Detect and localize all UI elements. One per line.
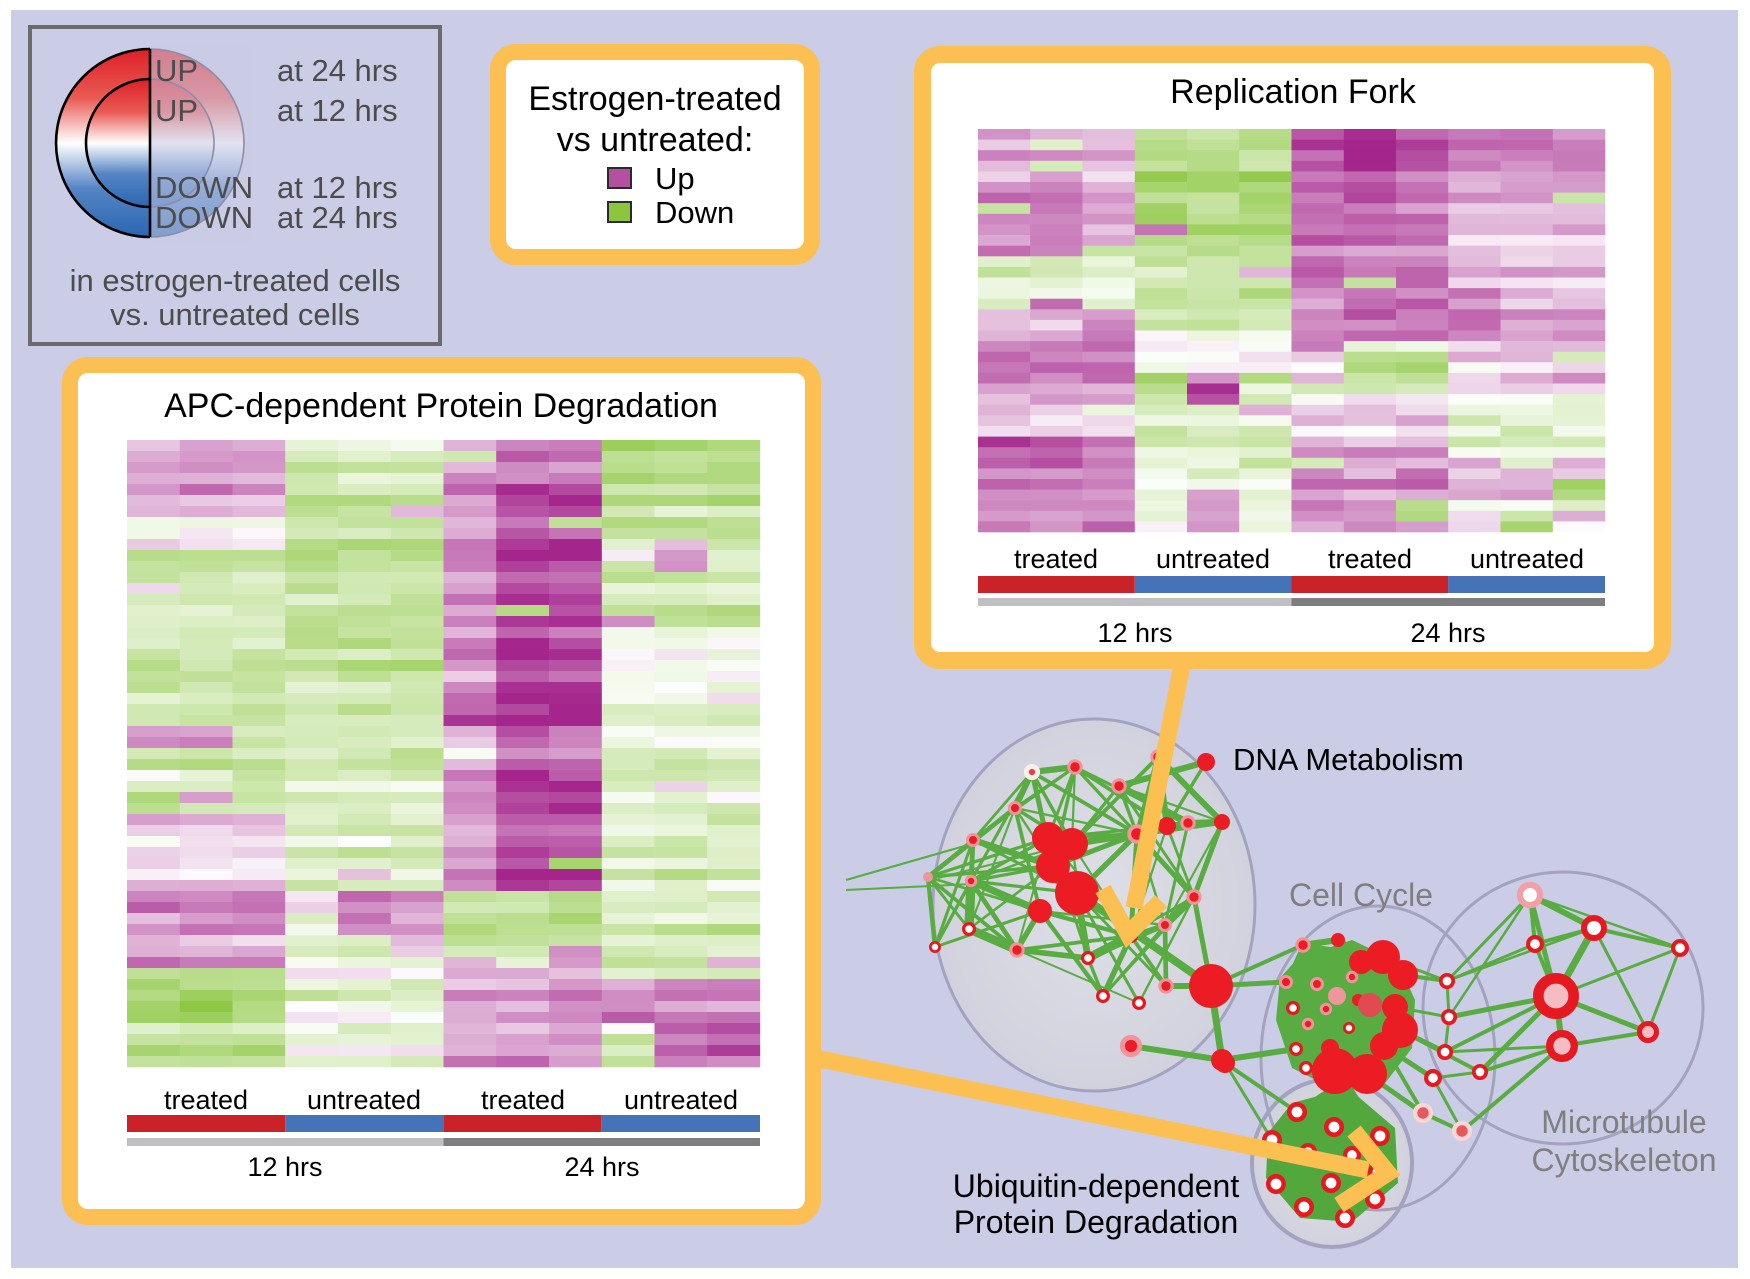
svg-text:treated: treated xyxy=(164,1085,248,1115)
svg-text:at 12 hrs: at 12 hrs xyxy=(277,93,398,128)
svg-text:treated: treated xyxy=(481,1085,565,1115)
svg-text:DNA Metabolism: DNA Metabolism xyxy=(1233,742,1464,777)
svg-text:treated: treated xyxy=(1328,544,1412,574)
svg-text:Cell Cycle: Cell Cycle xyxy=(1289,877,1433,913)
svg-text:Ubiquitin-dependent: Ubiquitin-dependent xyxy=(953,1168,1240,1204)
svg-text:at 24 hrs: at 24 hrs xyxy=(277,53,398,88)
svg-text:Replication Fork: Replication Fork xyxy=(1170,73,1417,111)
svg-text:Up: Up xyxy=(655,161,695,196)
svg-text:vs untreated:: vs untreated: xyxy=(557,121,754,159)
svg-text:12 hrs: 12 hrs xyxy=(247,1152,322,1182)
svg-text:Estrogen-treated: Estrogen-treated xyxy=(528,80,781,118)
svg-text:untreated: untreated xyxy=(1156,544,1270,574)
svg-text:12 hrs: 12 hrs xyxy=(1097,618,1172,648)
svg-text:Cytoskeleton: Cytoskeleton xyxy=(1532,1142,1717,1178)
svg-text:DOWN: DOWN xyxy=(155,170,253,205)
svg-text:in estrogen-treated cells: in estrogen-treated cells xyxy=(70,263,401,298)
svg-text:24 hrs: 24 hrs xyxy=(1410,618,1485,648)
svg-text:24 hrs: 24 hrs xyxy=(564,1152,639,1182)
svg-text:Microtubule: Microtubule xyxy=(1541,1104,1706,1140)
svg-text:DOWN: DOWN xyxy=(155,200,253,235)
svg-text:untreated: untreated xyxy=(1470,544,1584,574)
svg-text:UP: UP xyxy=(155,53,198,88)
svg-text:Protein Degradation: Protein Degradation xyxy=(954,1204,1239,1240)
svg-text:UP: UP xyxy=(155,93,198,128)
svg-text:APC-dependent Protein Degradat: APC-dependent Protein Degradation xyxy=(164,387,718,425)
svg-text:at 24 hrs: at 24 hrs xyxy=(277,200,398,235)
svg-text:untreated: untreated xyxy=(307,1085,421,1115)
svg-text:treated: treated xyxy=(1014,544,1098,574)
svg-text:untreated: untreated xyxy=(624,1085,738,1115)
svg-text:Down: Down xyxy=(655,195,734,230)
svg-text:vs. untreated cells: vs. untreated cells xyxy=(110,297,360,332)
svg-text:at 12 hrs: at 12 hrs xyxy=(277,170,398,205)
